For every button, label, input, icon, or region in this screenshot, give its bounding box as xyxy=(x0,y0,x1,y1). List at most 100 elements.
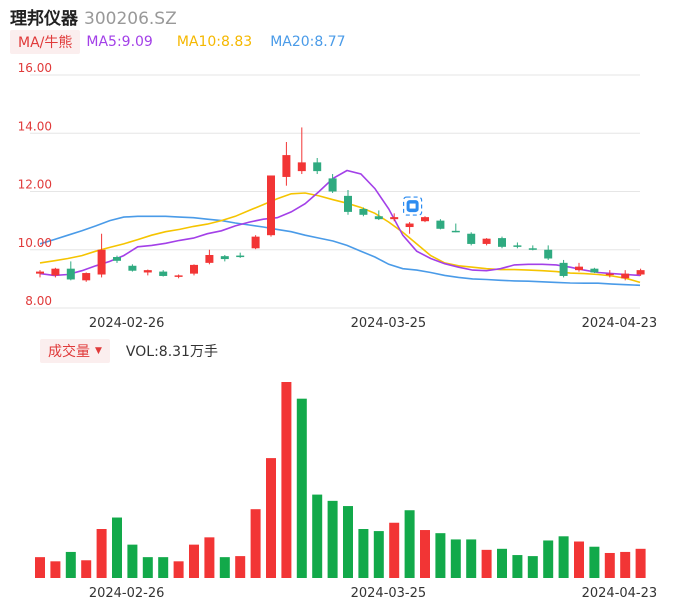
candle xyxy=(498,236,506,249)
candle-body xyxy=(236,255,245,258)
volume-bar xyxy=(127,544,138,578)
candle-body xyxy=(220,256,229,260)
volume-bars xyxy=(35,382,646,578)
candle-body xyxy=(297,162,306,172)
y-tick-label: 16.00 xyxy=(18,61,52,75)
candle xyxy=(113,255,121,263)
candle-body xyxy=(328,178,337,192)
candle-body xyxy=(174,275,183,277)
candle xyxy=(513,242,522,249)
volume-bar xyxy=(204,537,215,578)
volume-bar xyxy=(497,548,507,578)
volume-bar xyxy=(158,557,169,578)
candle xyxy=(128,264,137,272)
candle xyxy=(344,190,352,215)
volume-value: VOL:8.31万手 xyxy=(125,344,218,360)
candle-body xyxy=(390,217,399,220)
x-tick-label: 2024-03-25 xyxy=(351,316,427,331)
candle xyxy=(374,210,383,221)
candle-body xyxy=(544,249,553,259)
candle-body xyxy=(344,195,352,212)
volume-x-tick-label: 2024-04-23 xyxy=(582,586,658,601)
candle xyxy=(636,268,645,276)
candle-body xyxy=(66,268,75,280)
candle xyxy=(559,259,568,278)
caret-down-icon: ▼ xyxy=(95,346,102,356)
stock-name: 理邦仪器 xyxy=(10,9,78,29)
volume-bar xyxy=(512,555,523,578)
candle xyxy=(251,235,260,250)
x-tick-label: 2024-02-26 xyxy=(89,316,165,331)
candle xyxy=(297,127,306,175)
volume-bar xyxy=(543,540,554,578)
volume-bar xyxy=(404,510,415,578)
candle-body xyxy=(313,162,322,172)
candle-body xyxy=(267,175,275,236)
candle xyxy=(575,262,583,272)
candle-body xyxy=(282,155,291,177)
candle xyxy=(97,233,106,278)
candle-body xyxy=(128,265,137,271)
volume-bar xyxy=(50,561,61,578)
moving-average-lines xyxy=(39,169,641,287)
candle-body xyxy=(590,268,599,273)
candle-body xyxy=(36,271,44,274)
candle-body xyxy=(374,216,383,220)
candle-body xyxy=(159,271,168,276)
volume-bar xyxy=(450,539,461,578)
y-tick-label: 10.00 xyxy=(18,236,52,250)
ma10-line xyxy=(39,192,641,284)
candle-body xyxy=(405,223,414,228)
volume-bar xyxy=(604,552,615,578)
candlesticks xyxy=(36,127,645,282)
candle xyxy=(282,141,291,186)
stock-code: 300206.SZ xyxy=(84,9,177,29)
candle xyxy=(236,252,245,258)
candle-body xyxy=(190,264,198,274)
candle-body xyxy=(467,233,476,244)
volume-bar xyxy=(389,522,400,578)
volume-bar xyxy=(327,500,338,578)
volume-bar xyxy=(466,539,477,578)
volume-bar xyxy=(219,557,230,578)
candle xyxy=(51,267,60,278)
candle xyxy=(190,264,198,276)
candle-body xyxy=(51,268,60,276)
volume-bar xyxy=(266,458,276,578)
candle xyxy=(528,245,537,251)
volume-bar xyxy=(35,557,45,578)
candle xyxy=(451,223,460,233)
volume-bar xyxy=(558,536,569,578)
candle xyxy=(66,261,75,281)
candle-body xyxy=(436,220,445,229)
volume-x-tick-label: 2024-02-26 xyxy=(89,586,165,601)
ma-indicator-selector[interactable]: MA/牛熊 xyxy=(10,30,81,54)
candle-body xyxy=(205,254,214,263)
y-tick-label: 8.00 xyxy=(25,294,52,308)
x-tick-label: 2024-04-23 xyxy=(582,316,658,331)
volume-bar xyxy=(142,557,153,578)
volume-bar xyxy=(81,560,92,578)
candle xyxy=(267,175,275,237)
volume-indicator-selector[interactable]: 成交量 ▼ xyxy=(40,339,110,363)
candle-body xyxy=(621,273,630,279)
volume-bar xyxy=(112,517,122,578)
volume-bar xyxy=(481,549,492,578)
ma-legend: MA/牛熊 MA5:9.09 MA10:8.83 MA20:8.77 xyxy=(10,30,346,54)
y-tick-label: 12.00 xyxy=(18,178,52,192)
candle-body xyxy=(636,270,645,275)
candle-body xyxy=(482,238,491,244)
volume-indicator-label: 成交量 xyxy=(48,344,90,360)
candle xyxy=(405,222,414,234)
volume-bar xyxy=(420,530,430,578)
volume-bar xyxy=(635,548,646,578)
candle xyxy=(143,269,152,276)
news-marker-icon[interactable] xyxy=(403,196,423,216)
candle xyxy=(82,272,91,282)
candle-body xyxy=(113,257,121,261)
candle xyxy=(621,270,630,281)
candle xyxy=(328,174,337,193)
candle xyxy=(482,238,491,246)
volume-bar xyxy=(574,541,584,578)
